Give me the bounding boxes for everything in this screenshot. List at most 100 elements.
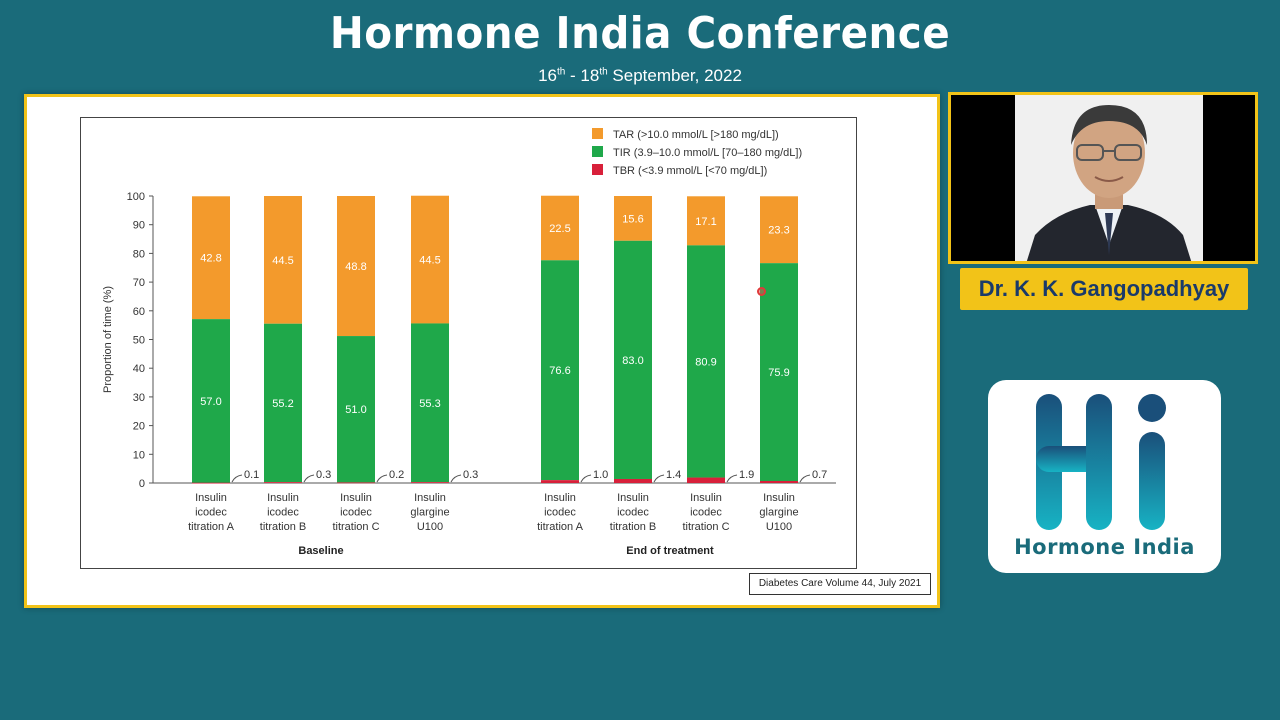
- logo-text: Hormone India: [1014, 535, 1195, 559]
- y-tick-label: 90: [133, 220, 145, 232]
- bar-tir: [264, 323, 302, 483]
- tbr-leader-line: [376, 474, 388, 483]
- data-label-tbr: 1.9: [739, 469, 754, 481]
- x-tick-label: U100: [417, 521, 443, 533]
- legend-label: TBR (<3.9 mmol/L [<70 mg/dL]): [613, 165, 767, 177]
- data-label-tar: 48.8: [345, 261, 366, 273]
- y-tick-label: 30: [133, 392, 145, 404]
- x-tick-label: icodec: [544, 507, 576, 519]
- y-tick-label: 100: [127, 191, 145, 203]
- tbr-leader-line: [580, 474, 592, 483]
- bar-tbr: [760, 480, 798, 483]
- speaker-avatar-icon: [1015, 95, 1203, 261]
- x-tick-label: titration A: [188, 521, 235, 533]
- data-label-tbr: 0.3: [463, 469, 478, 481]
- x-tick-label: Insulin: [267, 492, 299, 504]
- x-tick-label: Insulin: [544, 492, 576, 504]
- data-label-tir: 80.9: [695, 356, 716, 368]
- bar-tir: [541, 260, 579, 481]
- logo-mark-icon: [1036, 394, 1166, 530]
- date-end-suffix: th: [599, 66, 608, 78]
- legend-swatch: [592, 164, 603, 175]
- y-axis-label: Proportion of time (%): [102, 286, 114, 393]
- data-label-tar: 42.8: [200, 253, 221, 265]
- stacked-bar-chart: 0 10 20 30 40 50 60 70 80 90 100 Proportion of time…: [102, 128, 836, 557]
- speaker-photo: [1015, 95, 1203, 261]
- tbr-leader-line: [653, 474, 665, 483]
- bar-tbr: [411, 482, 449, 483]
- x-tick-label: Insulin: [617, 492, 649, 504]
- date-start-suffix: th: [556, 66, 566, 78]
- group-label: Baseline: [298, 545, 343, 557]
- x-tick-label: glargine: [759, 507, 798, 519]
- bar-tir: [337, 336, 375, 483]
- data-label-tar: 23.3: [768, 225, 789, 237]
- y-tick-label: 40: [133, 363, 145, 375]
- bar-tir: [687, 245, 725, 478]
- x-tick-label: icodec: [195, 507, 227, 519]
- x-tick-label: titration B: [610, 521, 656, 533]
- y-tick-label: 0: [139, 478, 145, 490]
- legend-swatch: [592, 128, 603, 139]
- y-tick-label: 10: [133, 449, 145, 461]
- bar-tbr: [337, 482, 375, 484]
- data-label-tar: 17.1: [695, 216, 716, 228]
- speaker-video: [948, 92, 1258, 264]
- x-tick-label: glargine: [410, 507, 449, 519]
- data-label-tir: 75.9: [768, 367, 789, 379]
- x-tick-label: Insulin: [414, 492, 446, 504]
- bar-tar: [411, 195, 449, 324]
- data-label-tir: 57.0: [200, 396, 221, 408]
- data-label-tbr: 0.2: [389, 469, 404, 481]
- bar-tir: [192, 319, 230, 483]
- x-tick-label: Insulin: [195, 492, 227, 504]
- data-label-tir: 83.0: [622, 355, 643, 367]
- bar-tar: [614, 196, 652, 241]
- bar-tbr: [614, 478, 652, 483]
- data-label-tir: 76.6: [549, 365, 570, 377]
- data-label-tbr: 0.3: [316, 469, 331, 481]
- x-tick-label: icodec: [690, 507, 722, 519]
- conference-date: 16th - 18th September, 2022: [0, 66, 1280, 86]
- data-label-tir: 51.0: [345, 404, 366, 416]
- x-tick-label: titration A: [537, 521, 584, 533]
- bar-tir: [614, 240, 652, 479]
- conference-header: Hormone India Conference 16th - 18th Sep…: [0, 0, 1280, 92]
- legend-label: TIR (3.9–10.0 mmol/L [70–180 mg/dL]): [613, 147, 802, 159]
- bar-tbr: [192, 482, 230, 484]
- laser-pointer-icon: [757, 287, 766, 296]
- date-month-year: September, 2022: [607, 66, 742, 85]
- x-tick-label: icodec: [340, 507, 372, 519]
- data-label-tbr: 1.4: [666, 469, 681, 481]
- bar-tar: [337, 196, 375, 337]
- bar-tbr: [687, 477, 725, 483]
- tbr-leader-line: [799, 474, 811, 483]
- chart-frame: 0 10 20 30 40 50 60 70 80 90 100 Proportion of time…: [80, 117, 857, 569]
- data-label-tar: 15.6: [622, 213, 643, 225]
- y-tick-label: 60: [133, 306, 145, 318]
- citation-box: Diabetes Care Volume 44, July 2021: [749, 573, 931, 595]
- bar-tbr: [541, 480, 579, 483]
- bar-tar: [541, 195, 579, 261]
- y-tick-label: 20: [133, 421, 145, 433]
- data-label-tbr: 1.0: [593, 469, 608, 481]
- bar-tar: [192, 196, 230, 320]
- bar-tar: [264, 196, 302, 324]
- group-label: End of treatment: [626, 545, 714, 557]
- x-tick-label: icodec: [267, 507, 299, 519]
- data-label-tbr: 0.7: [812, 469, 827, 481]
- x-tick-label: icodec: [617, 507, 649, 519]
- legend-label: TAR (>10.0 mmol/L [>180 mg/dL]): [613, 129, 779, 141]
- presentation-slide: 0 10 20 30 40 50 60 70 80 90 100 Proportion of time…: [24, 94, 940, 608]
- x-tick-label: titration C: [682, 521, 729, 533]
- speaker-name-badge: Dr. K. K. Gangopadhyay: [960, 268, 1248, 310]
- bar-tir: [411, 323, 449, 483]
- tbr-leader-line: [450, 474, 462, 483]
- hormone-india-logo: Hormone India: [988, 380, 1221, 573]
- bar-tar: [760, 196, 798, 264]
- date-end-day: - 18: [565, 66, 600, 85]
- bar-tar: [687, 196, 725, 246]
- x-tick-label: U100: [766, 521, 792, 533]
- x-tick-label: titration B: [260, 521, 306, 533]
- data-label-tir: 55.3: [419, 398, 440, 410]
